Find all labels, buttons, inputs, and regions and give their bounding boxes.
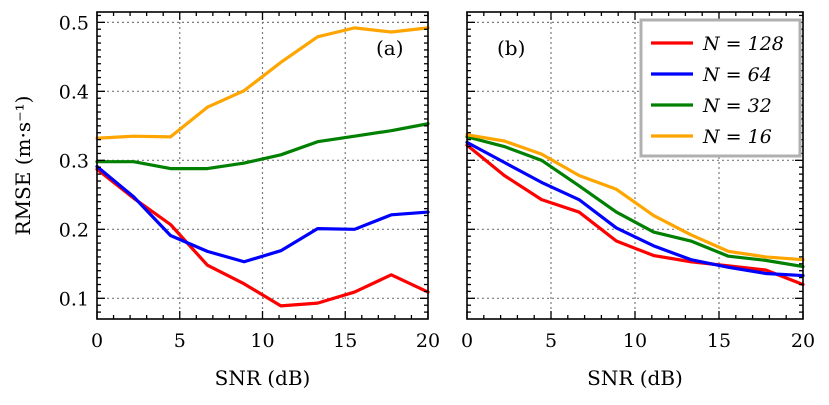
y-tick-label: 0.5 bbox=[59, 12, 89, 34]
legend-entry-label: N = 64 bbox=[702, 64, 772, 86]
panel-a-frame bbox=[96, 11, 429, 320]
y-tick-label: 0.1 bbox=[59, 288, 89, 310]
x-tick-label: 15 bbox=[333, 330, 357, 352]
panel-a: 0 5 10 15 20 0.1 0.2 0.3 0.4 0.5 SNR (dB) (a) bbox=[59, 11, 440, 390]
series-line-n-16 bbox=[95, 26, 430, 140]
series-line-n-32 bbox=[465, 135, 805, 269]
series-line-n-128 bbox=[95, 167, 430, 308]
x-tick-label: 20 bbox=[791, 330, 815, 352]
x-tick-label: 5 bbox=[545, 330, 557, 352]
series-line-n-64 bbox=[95, 164, 430, 264]
x-axis-label: SNR (dB) bbox=[587, 366, 683, 390]
legend-entry-label: N = 16 bbox=[702, 126, 772, 148]
y-axis-label: RMSE (m·s⁻¹) bbox=[11, 96, 35, 236]
x-tick-label: 0 bbox=[91, 330, 103, 352]
x-tick-label: 0 bbox=[461, 330, 473, 352]
legend-entry-label: N = 32 bbox=[702, 95, 772, 117]
series-line-n-64 bbox=[465, 140, 805, 278]
x-tick-label: 10 bbox=[250, 330, 274, 352]
x-tick-label: 20 bbox=[416, 330, 440, 352]
x-tick-label: 5 bbox=[174, 330, 186, 352]
x-tick-label: 15 bbox=[707, 330, 731, 352]
legend: N = 128 N = 64 N = 32 N = 16 bbox=[639, 18, 802, 158]
panel-b-frame bbox=[466, 11, 804, 320]
series-line-n-16 bbox=[465, 133, 805, 262]
panel-b-label: (b) bbox=[497, 36, 525, 60]
panel-b: 0 5 10 15 20 SNR (dB) (b) N = 128 N = 64 N = 32… bbox=[461, 11, 815, 390]
series-line-n-128 bbox=[465, 143, 805, 287]
y-tick-label: 0.3 bbox=[59, 150, 89, 172]
x-axis-label: SNR (dB) bbox=[215, 366, 311, 390]
x-tick-label: 10 bbox=[623, 330, 647, 352]
legend-entry-label: N = 128 bbox=[702, 33, 784, 55]
y-tick-label: 0.2 bbox=[59, 219, 89, 241]
y-tick-label: 0.4 bbox=[59, 81, 89, 103]
series-line-n-32 bbox=[95, 122, 430, 171]
panel-a-label: (a) bbox=[376, 36, 404, 60]
